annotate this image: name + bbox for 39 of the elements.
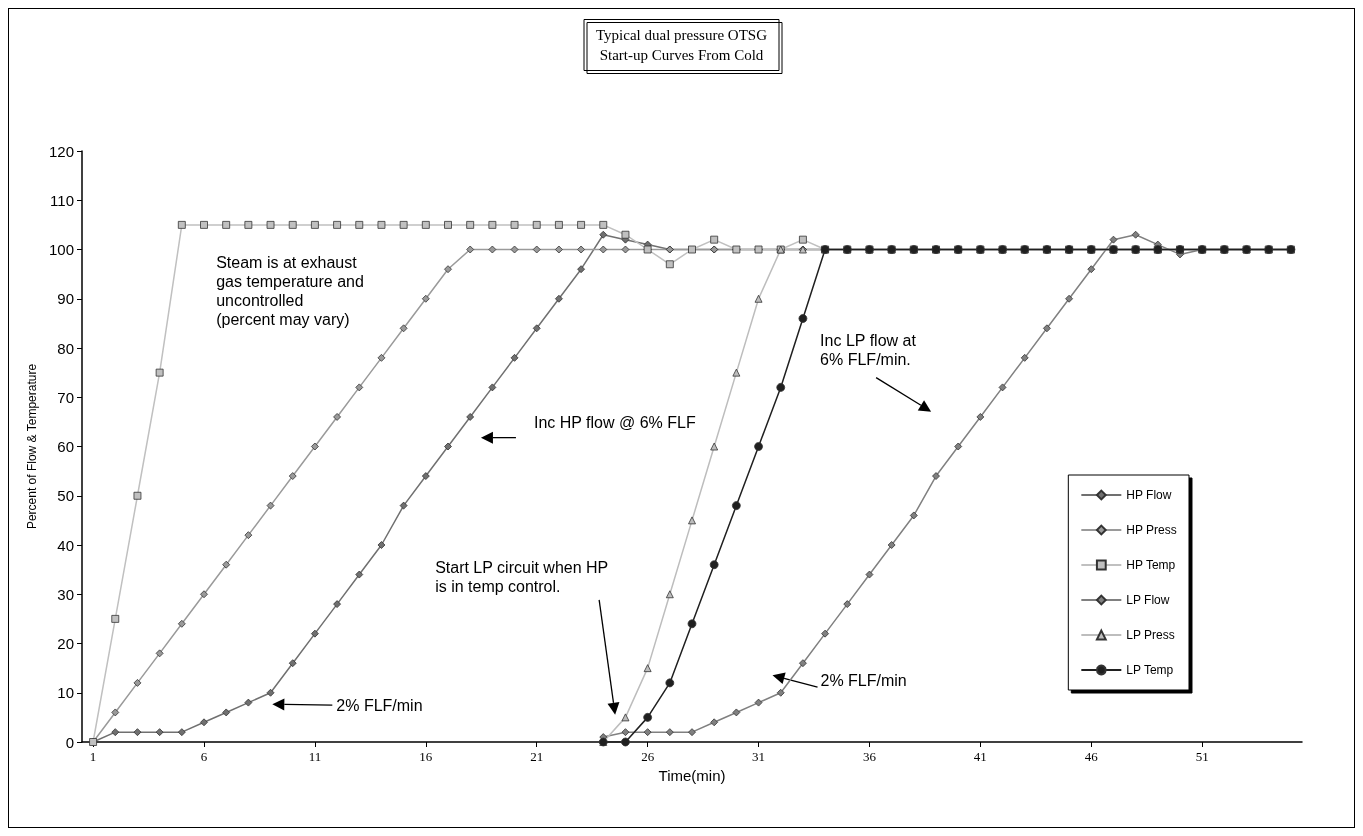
legend-label: LP Press: [1126, 628, 1175, 642]
y-tick-label: 70: [57, 388, 74, 406]
y-tick-label: 40: [57, 536, 74, 554]
legend-label: LP Flow: [1126, 593, 1170, 607]
x-axis-title: Time(min): [658, 767, 726, 784]
annotation: 2% FLF/min: [820, 671, 907, 689]
y-tick-label: 30: [57, 585, 74, 603]
y-tick-label: 80: [57, 339, 74, 357]
y-tick-label: 10: [57, 684, 74, 702]
x-tick-label: 46: [1084, 749, 1099, 764]
y-tick-label: 90: [57, 290, 74, 308]
x-tick-label: 31: [752, 749, 766, 764]
x-tick-label: 11: [308, 749, 322, 764]
annotation: Inc LP flow at 6% FLF/min.: [820, 331, 917, 368]
x-tick-label: 51: [1195, 749, 1209, 764]
x-tick-label: 21: [530, 749, 544, 764]
x-tick-label: 26: [641, 749, 655, 764]
annotation: Inc HP flow @ 6% FLF: [533, 414, 696, 432]
x-tick-label: 6: [200, 749, 208, 764]
legend-label: LP Temp: [1126, 663, 1174, 677]
annotation: Start LP circuit when HP is in temp control.: [435, 558, 609, 595]
x-tick-label: 1: [89, 749, 97, 764]
annotation: Steam is at exhaust gas temperature and uncontrolled (percent may vary): [216, 253, 364, 328]
y-axis-title: Percent of Flow & Temperature: [25, 363, 40, 530]
y-tick-label: 60: [57, 438, 74, 455]
x-tick-label: 36: [862, 749, 877, 764]
chart-title: Typical dual pressure OTSG Start-up Curves From Cold: [596, 27, 768, 63]
y-tick-label: 110: [50, 191, 74, 209]
x-tick-label: 41: [973, 749, 987, 764]
y-tick-label: 0: [65, 733, 74, 751]
x-tick-label: 16: [419, 749, 433, 764]
y-tick-label: 120: [48, 142, 74, 160]
y-tick-label: 20: [57, 635, 74, 652]
legend-label: HP Flow: [1126, 488, 1172, 502]
y-tick-label: 100: [48, 241, 74, 258]
annotation: 2% FLF/min: [336, 696, 423, 714]
legend-label: HP Press: [1126, 523, 1177, 537]
legend-label: HP Temp: [1126, 558, 1176, 572]
y-tick-label: 50: [57, 487, 74, 505]
